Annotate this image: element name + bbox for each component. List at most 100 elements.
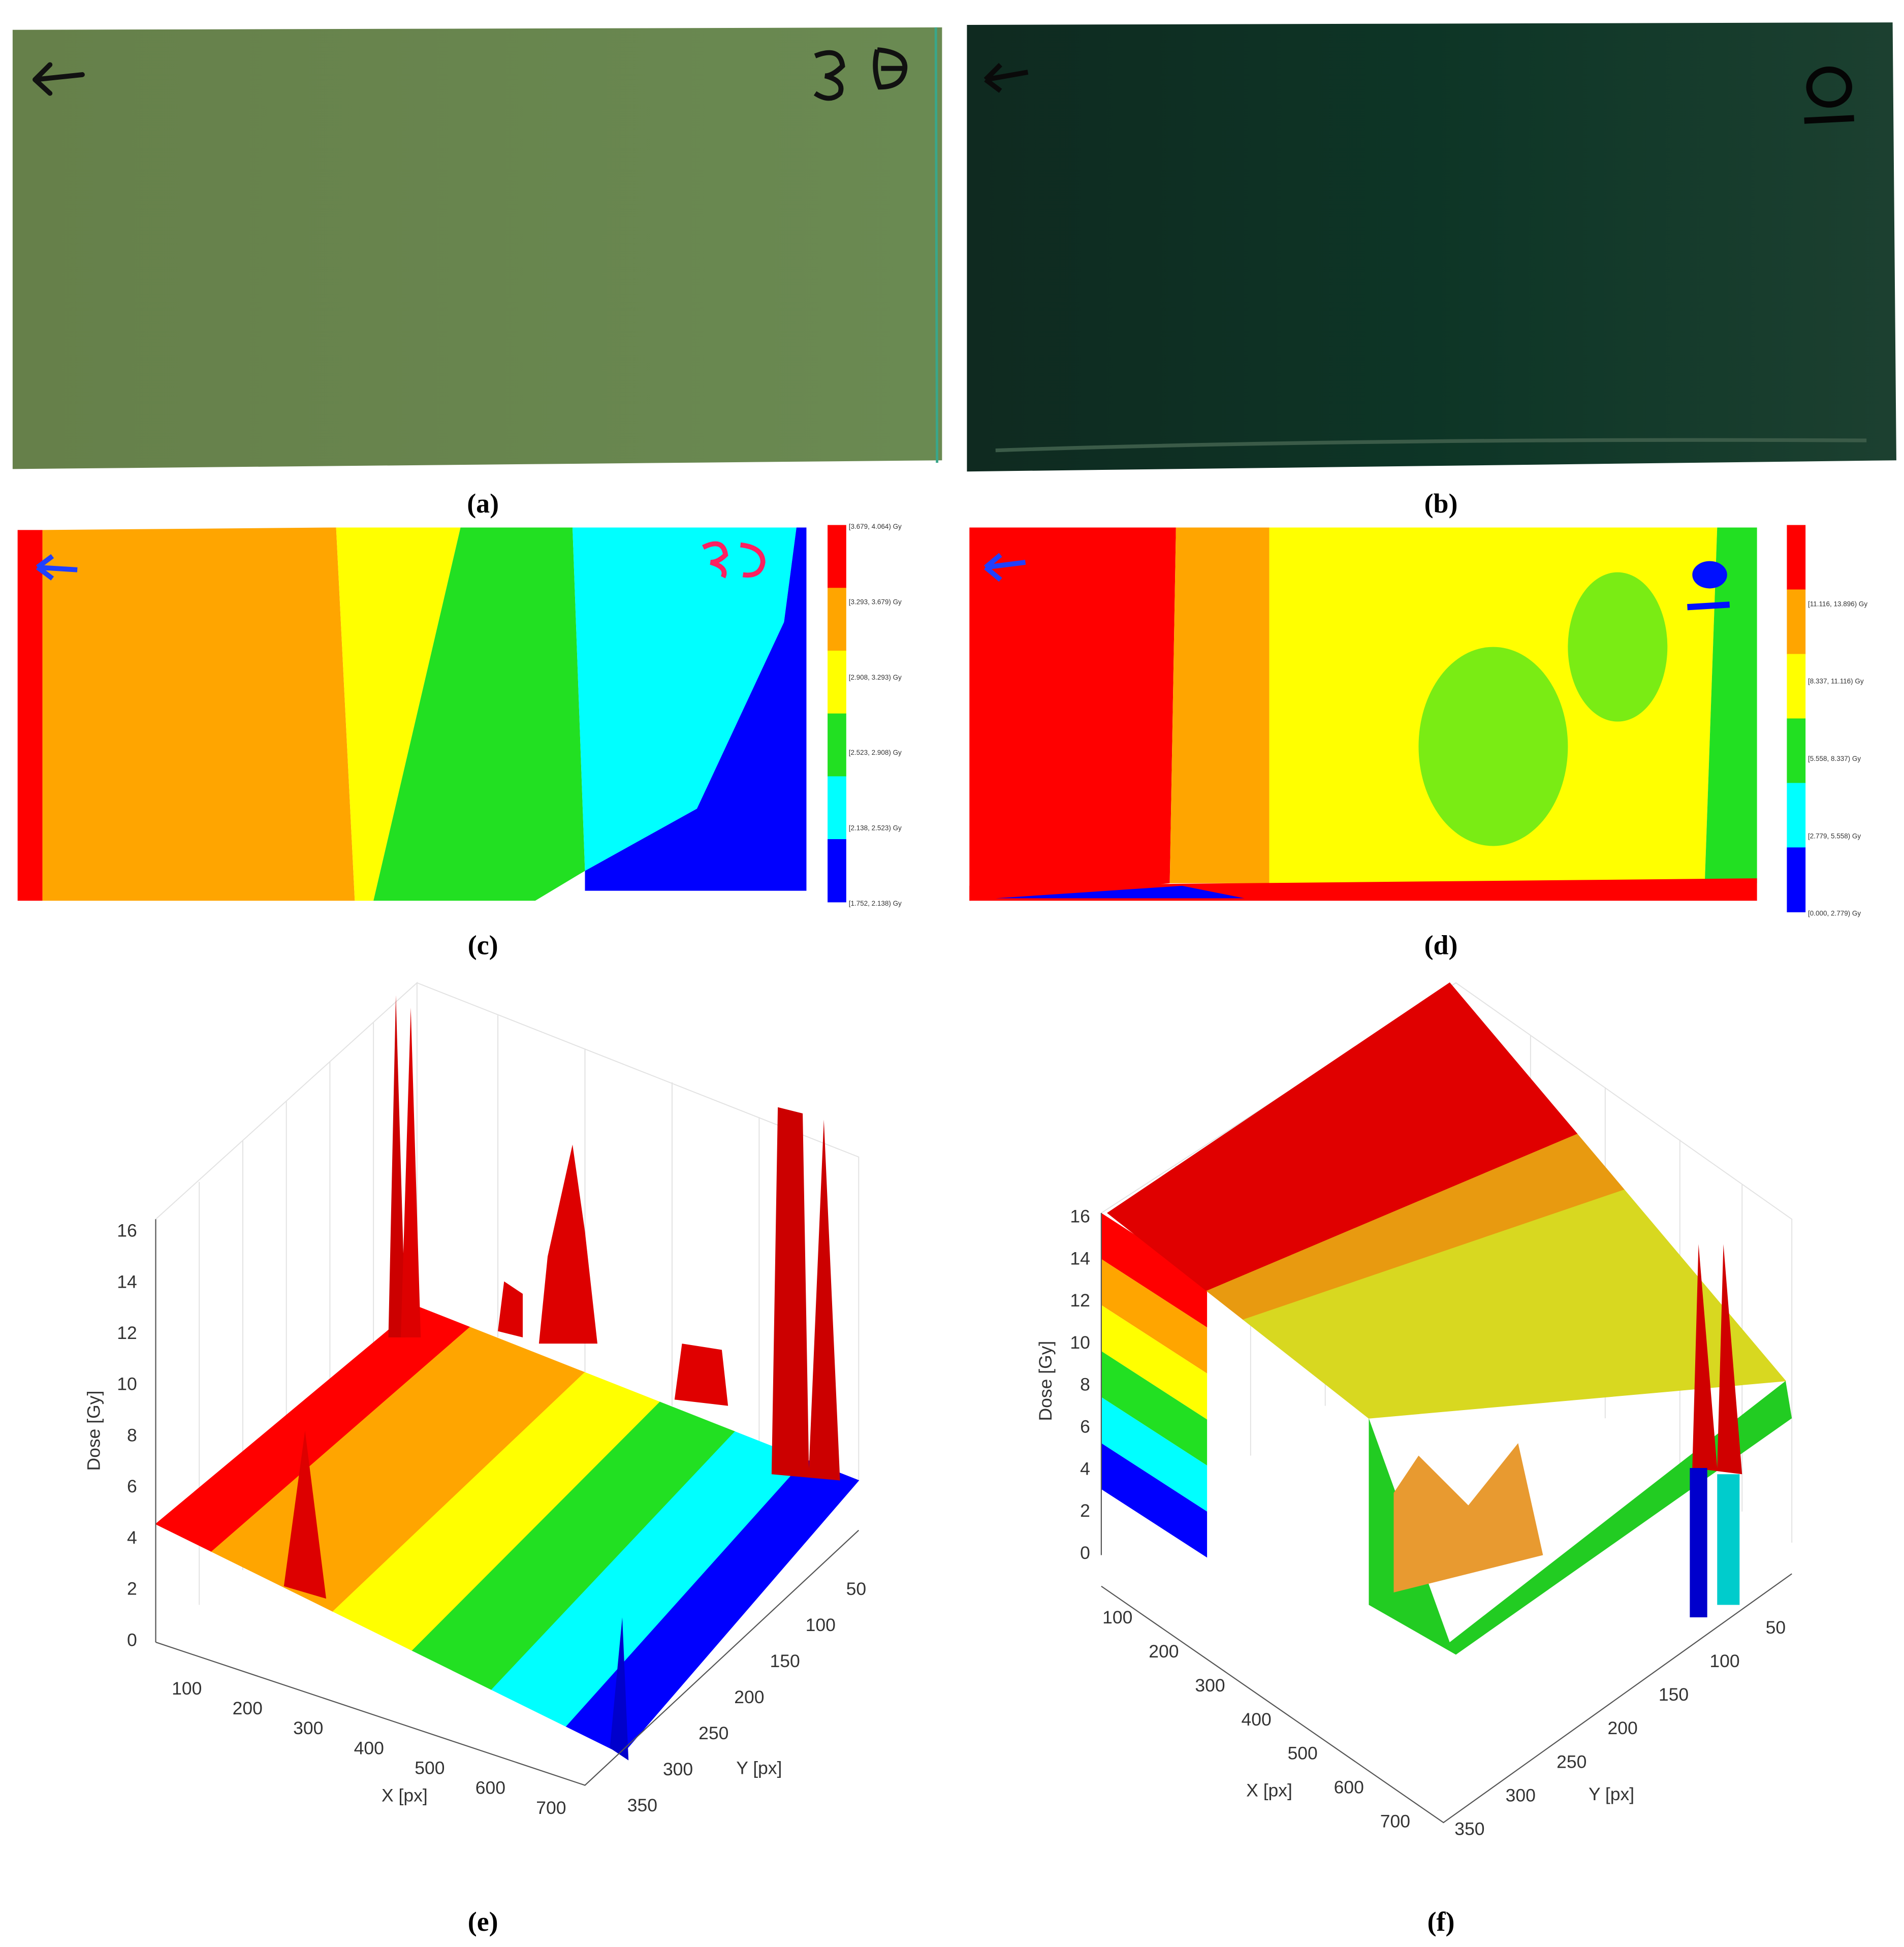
tick-label: 200	[1149, 1641, 1179, 1662]
panel-label: (c)	[468, 930, 498, 961]
colorbar-segment	[828, 839, 846, 903]
axis-label: Y [px]	[736, 1758, 782, 1778]
tick-label: 2	[127, 1579, 137, 1599]
colorbar-label: [2.138, 2.523) Gy	[849, 824, 902, 832]
tick-label: 6	[1080, 1417, 1090, 1437]
tick-label: 400	[1241, 1709, 1271, 1730]
colorbar-segment	[1787, 589, 1806, 655]
colorbar-segment	[828, 525, 846, 588]
tick-label: 10	[117, 1374, 137, 1394]
tick-label: 250	[1557, 1751, 1586, 1772]
axis-label: Y [px]	[1589, 1784, 1634, 1804]
colorbar-label: [5.558, 8.337) Gy	[1808, 755, 1861, 762]
tick-label: 300	[1506, 1785, 1536, 1805]
tick-label: 500	[1288, 1743, 1318, 1764]
axis-label: Dose [Gy]	[83, 1391, 104, 1471]
colorbar-segment	[1787, 718, 1806, 784]
panel-label: (f)	[1427, 1906, 1455, 1937]
surface-wall	[1101, 1443, 1208, 1558]
surface-wall	[1101, 1305, 1208, 1420]
dose-map-d	[969, 527, 1757, 901]
surface-band	[1692, 1244, 1742, 1475]
tick-label: 16	[117, 1221, 137, 1241]
tick-label: 12	[117, 1323, 137, 1343]
colorbar-segment	[1787, 525, 1806, 590]
tick-label: 500	[415, 1758, 445, 1778]
axes: 0 2 4 6 8 10 12 14 16 100 200 300 400 500 600 700 50 100 1…	[1035, 1206, 1786, 1839]
tick-label: 8	[1080, 1375, 1090, 1395]
panel-label: (d)	[1424, 930, 1458, 961]
tick-label: 350	[627, 1795, 657, 1815]
tick-label: 150	[1659, 1684, 1689, 1705]
colorbar-label: [11.116, 13.896) Gy	[1808, 600, 1867, 608]
tick-label: 2	[1080, 1501, 1090, 1521]
tick-label: 150	[770, 1651, 800, 1671]
surface-wall	[1101, 1351, 1208, 1466]
tick-label: 50	[1766, 1617, 1786, 1638]
tick-label: 16	[1070, 1206, 1090, 1227]
tick-label: 100	[172, 1678, 202, 1699]
tick-label: 300	[663, 1759, 693, 1779]
colorbar-label: [1.752, 2.138) Gy	[849, 900, 902, 907]
tick-label: 8	[127, 1425, 137, 1445]
colorbar-segment	[828, 588, 846, 651]
tick-label: 4	[1080, 1458, 1090, 1479]
surface-plot-f	[1100, 982, 1793, 1824]
colorbar-label: [2.523, 2.908) Gy	[849, 749, 902, 756]
tick-label: 250	[699, 1723, 728, 1743]
tick-label: 14	[1070, 1248, 1090, 1268]
colorbar-label: [3.293, 3.679) Gy	[849, 598, 902, 605]
tick-label: 600	[1334, 1777, 1364, 1798]
surface-plot-e	[155, 981, 860, 1786]
axis-label: Dose [Gy]	[1035, 1341, 1056, 1421]
colorbar-label: [2.779, 5.558) Gy	[1808, 832, 1861, 840]
tick-label: 200	[1608, 1718, 1638, 1738]
panel-label: (e)	[468, 1906, 498, 1937]
tick-label: 50	[846, 1579, 867, 1599]
surface-band	[1717, 1474, 1740, 1605]
tick-label: 700	[1380, 1811, 1410, 1831]
tick-label: 6	[127, 1476, 137, 1496]
axis-label: X [px]	[1246, 1780, 1292, 1801]
colorbar-segment	[828, 650, 846, 714]
surface-band	[1369, 1381, 1792, 1655]
tick-label: 14	[117, 1271, 137, 1292]
colorbar-segment	[828, 776, 846, 840]
panel-label: (b)	[1424, 488, 1458, 519]
surface-band	[565, 1459, 860, 1755]
colorbar-segment	[1787, 783, 1806, 848]
tick-label: 600	[475, 1778, 505, 1798]
tick-label: 100	[806, 1615, 836, 1635]
surface-wall	[1101, 1212, 1208, 1328]
tick-label: 200	[233, 1698, 263, 1718]
tick-label: 10	[1070, 1332, 1090, 1353]
colorbar-label: [0.000, 2.779) Gy	[1808, 910, 1861, 917]
dose-map-c	[17, 527, 807, 901]
colorbar-segment	[1787, 654, 1806, 719]
film-photo-a	[12, 27, 942, 469]
tick-label: 300	[293, 1718, 323, 1738]
surface-band	[1393, 1443, 1543, 1592]
surface-wall	[1101, 1259, 1208, 1374]
tick-label: 100	[1709, 1651, 1739, 1671]
axes: 0 2 4 6 8 10 12 14 16 100 200 300 400 500 600 700 50 100 1…	[83, 1221, 866, 1818]
tick-label: 100	[1102, 1607, 1132, 1627]
tick-label: 4	[127, 1527, 137, 1548]
tick-label: 12	[1070, 1290, 1090, 1311]
colorbar: [11.116, 13.896) Gy [8.337, 11.116) Gy [5.…	[1787, 525, 1867, 917]
colorbar-segment	[828, 713, 846, 777]
panel-label: (a)	[467, 488, 499, 519]
tick-label: 300	[1195, 1675, 1225, 1696]
colorbar-label: [2.908, 3.293) Gy	[849, 674, 902, 681]
colorbar-label: [8.337, 11.116) Gy	[1808, 678, 1864, 685]
film-photo-b	[967, 22, 1896, 472]
tick-label: 0	[1080, 1543, 1090, 1563]
colorbar: [3.679, 4.064) Gy [3.293, 3.679) Gy [2.908…	[828, 523, 902, 907]
tick-label: 400	[354, 1738, 384, 1758]
colorbar-label: [3.679, 4.064) Gy	[849, 523, 902, 530]
axis-label: X [px]	[382, 1785, 428, 1805]
tick-label: 700	[536, 1798, 566, 1818]
colorbar-segment	[1787, 847, 1806, 912]
